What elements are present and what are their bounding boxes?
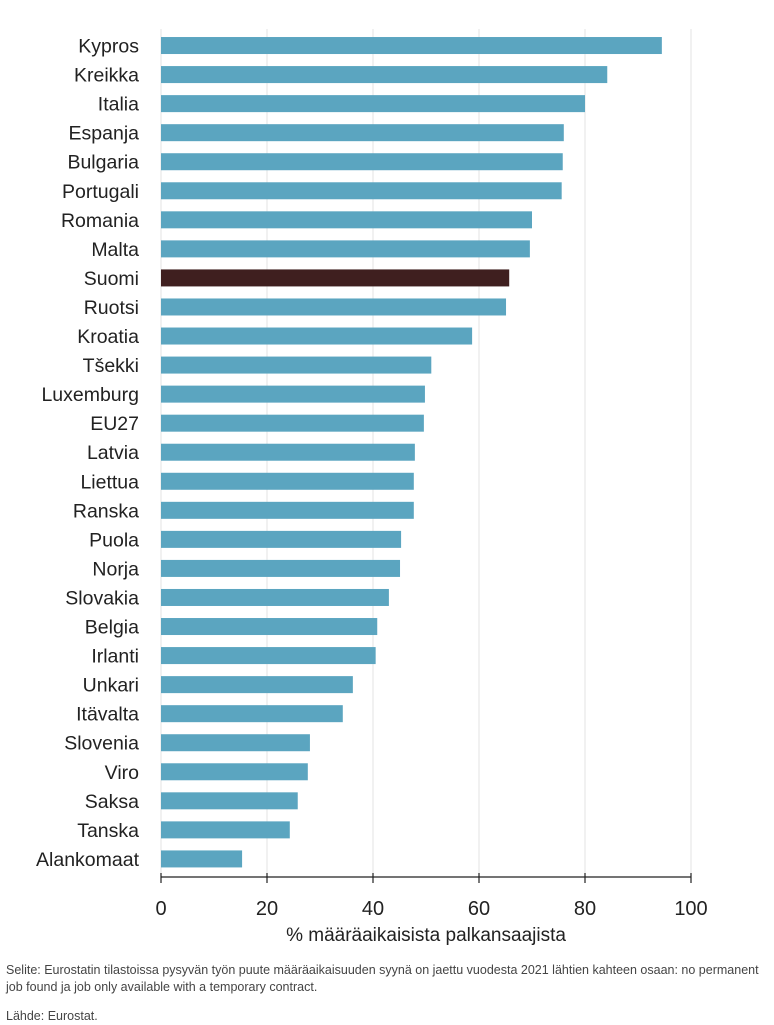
category-label: Liettua [80, 471, 139, 493]
category-label: Slovakia [65, 587, 139, 609]
category-label: Norja [92, 558, 139, 580]
category-label: Tšekki [83, 355, 139, 377]
bar-suomi [161, 269, 510, 287]
x-tick-label: 80 [574, 898, 596, 920]
bar-alankomaat [161, 850, 243, 868]
x-axis: 0 20 40 60 80 100 [155, 873, 708, 920]
bar-tšekki [161, 356, 432, 374]
bar-luxemburg [161, 385, 425, 403]
bar-saksa [161, 792, 298, 810]
category-labels: Kypros Kreikka Italia Espanja Bulgaria Portug… [36, 36, 140, 871]
category-label: Romania [61, 210, 139, 232]
bar-itävalta [161, 705, 343, 723]
category-label: Latvia [87, 442, 139, 464]
category-label: Malta [91, 239, 139, 261]
bar-kroatia [161, 327, 473, 345]
bar-romania [161, 211, 532, 229]
bar-slovakia [161, 588, 389, 606]
bar-malta [161, 240, 530, 258]
bar-kypros [161, 37, 662, 55]
category-label: Saksa [85, 791, 139, 813]
category-label: Ranska [73, 500, 139, 522]
x-tick-label: 100 [674, 898, 707, 920]
x-tick-label: 20 [256, 898, 278, 920]
bars [161, 37, 662, 868]
bar-kreikka [161, 66, 608, 84]
bar-norja [161, 559, 401, 577]
x-tick-label: 0 [155, 898, 166, 920]
bar-tanska [161, 821, 290, 839]
category-label: Kroatia [77, 326, 139, 348]
bar-eu27 [161, 414, 424, 432]
category-label: EU27 [90, 413, 139, 435]
bar-puola [161, 530, 402, 548]
category-label: Belgia [85, 617, 139, 639]
bar-chart: Kypros Kreikka Italia Espanja Bulgaria Portug… [36, 29, 708, 946]
x-tick-label: 40 [362, 898, 384, 920]
source-note: Lähde: Eurostat. [6, 1009, 98, 1023]
bar-slovenia [161, 734, 310, 752]
category-label: Puola [89, 529, 139, 551]
x-axis-title: % määräaikaisista palkansaajista [286, 925, 566, 946]
bar-ruotsi [161, 298, 507, 316]
bar-irlanti [161, 647, 376, 665]
category-label: Alankomaat [36, 849, 140, 871]
category-label: Kreikka [74, 65, 139, 87]
footnote: Selite: Eurostatin tilastoissa pysyvän t… [6, 963, 759, 994]
bar-unkari [161, 676, 353, 694]
bar-espanja [161, 124, 564, 142]
x-tick-label: 60 [468, 898, 490, 920]
category-label: Suomi [84, 268, 139, 290]
category-label: Kypros [78, 36, 139, 58]
category-label: Italia [98, 94, 139, 116]
category-label: Ruotsi [84, 297, 139, 319]
bar-bulgaria [161, 153, 563, 171]
category-label: Tanska [77, 820, 139, 842]
bar-ranska [161, 501, 414, 519]
category-label: Viro [105, 762, 139, 784]
bar-belgia [161, 618, 378, 636]
bar-latvia [161, 443, 415, 461]
category-label: Unkari [83, 675, 139, 697]
category-label: Portugali [62, 181, 139, 203]
bar-viro [161, 763, 308, 781]
bar-italia [161, 95, 585, 113]
bar-portugali [161, 182, 562, 200]
category-label: Bulgaria [67, 152, 139, 174]
bar-liettua [161, 472, 414, 490]
category-label: Luxemburg [41, 384, 139, 406]
category-label: Irlanti [91, 646, 139, 668]
category-label: Itävalta [76, 704, 139, 726]
category-label: Espanja [69, 123, 140, 145]
category-label: Slovenia [64, 733, 139, 755]
